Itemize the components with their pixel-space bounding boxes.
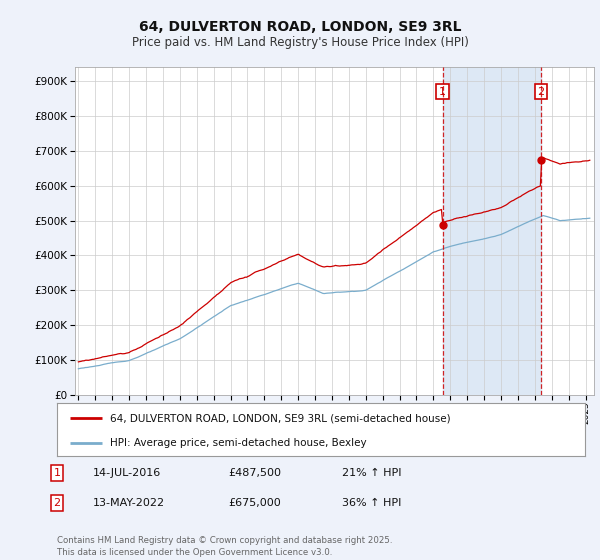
Bar [443, 67, 541, 395]
Text: 21% ↑ HPI: 21% ↑ HPI [342, 468, 401, 478]
Text: 14-JUL-2016: 14-JUL-2016 [93, 468, 161, 478]
Text: 64, DULVERTON ROAD, LONDON, SE9 3RL: 64, DULVERTON ROAD, LONDON, SE9 3RL [139, 20, 461, 34]
Text: 1: 1 [53, 468, 61, 478]
Text: 1: 1 [439, 87, 446, 96]
Text: Contains HM Land Registry data © Crown copyright and database right 2025.
This d: Contains HM Land Registry data © Crown c… [57, 536, 392, 557]
Text: Price paid vs. HM Land Registry's House Price Index (HPI): Price paid vs. HM Land Registry's House … [131, 36, 469, 49]
Text: 13-MAY-2022: 13-MAY-2022 [93, 498, 165, 508]
Text: £487,500: £487,500 [228, 468, 281, 478]
Text: 64, DULVERTON ROAD, LONDON, SE9 3RL (semi-detached house): 64, DULVERTON ROAD, LONDON, SE9 3RL (sem… [110, 413, 451, 423]
Text: 36% ↑ HPI: 36% ↑ HPI [342, 498, 401, 508]
Text: 2: 2 [53, 498, 61, 508]
Text: HPI: Average price, semi-detached house, Bexley: HPI: Average price, semi-detached house,… [110, 438, 367, 448]
Text: £675,000: £675,000 [228, 498, 281, 508]
Text: 2: 2 [538, 87, 545, 96]
